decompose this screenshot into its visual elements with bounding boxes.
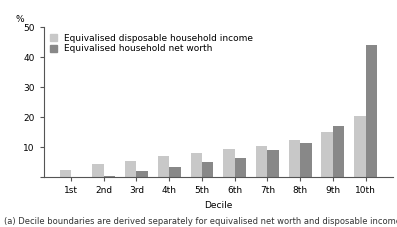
Text: (a) Decile boundaries are derived separately for equivalised net worth and dispo: (a) Decile boundaries are derived separa…: [4, 217, 397, 226]
Bar: [268, 150, 279, 177]
Bar: [137, 171, 148, 177]
Bar: [289, 140, 300, 177]
Bar: [92, 164, 104, 177]
Bar: [158, 156, 169, 177]
Bar: [333, 126, 345, 177]
Bar: [322, 132, 333, 177]
Bar: [235, 158, 246, 177]
Bar: [256, 146, 268, 177]
Legend: Equivalised disposable household income, Equivalised household net worth: Equivalised disposable household income,…: [48, 32, 255, 55]
Bar: [202, 162, 214, 177]
Bar: [104, 175, 115, 177]
X-axis label: Decile: Decile: [204, 201, 233, 210]
Bar: [191, 153, 202, 177]
Bar: [300, 143, 312, 177]
Text: %: %: [16, 15, 24, 24]
Bar: [354, 116, 366, 177]
Bar: [169, 167, 181, 177]
Bar: [223, 149, 235, 177]
Bar: [125, 160, 137, 177]
Bar: [60, 170, 71, 177]
Bar: [366, 45, 377, 177]
